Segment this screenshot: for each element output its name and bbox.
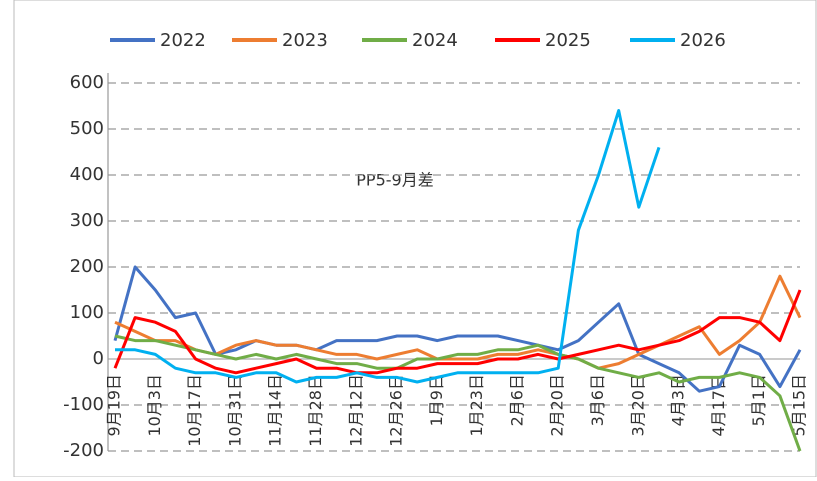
x-tick-label: 1月23日 xyxy=(467,374,486,437)
y-tick-label: 0 xyxy=(93,348,104,369)
y-tick-label: 300 xyxy=(70,210,104,231)
x-tick-label: 3月20日 xyxy=(628,374,647,437)
x-tick-label: 1月9日 xyxy=(427,374,446,426)
x-tick-label: 4月17日 xyxy=(709,374,728,437)
y-tick-label: -200 xyxy=(63,440,104,461)
x-tick-label: 9月19日 xyxy=(105,374,124,437)
series-line xyxy=(113,289,802,375)
legend-label: 2022 xyxy=(160,30,206,51)
y-tick-label: 500 xyxy=(70,118,104,139)
series-line xyxy=(115,109,661,384)
y-tick-label: 400 xyxy=(70,164,104,185)
legend-label: 2026 xyxy=(680,30,726,51)
y-tick-label: 200 xyxy=(70,256,104,277)
x-tick-label: 3月6日 xyxy=(588,374,607,426)
x-tick-label: 2月6日 xyxy=(507,374,526,426)
series-line xyxy=(114,334,802,452)
legend-label: 2024 xyxy=(412,30,458,51)
x-tick-label: 10月17日 xyxy=(185,374,204,447)
x-tick-label: 2月20日 xyxy=(548,374,567,437)
y-tick-label: 100 xyxy=(70,302,104,323)
x-tick-label: 5月15日 xyxy=(790,374,809,437)
y-tick-label: 600 xyxy=(70,72,104,93)
x-tick-label: 5月1日 xyxy=(749,374,768,426)
x-tick-label: 12月26日 xyxy=(387,374,406,447)
x-tick-label: 11月28日 xyxy=(306,374,325,447)
legend-label: 2023 xyxy=(282,30,328,51)
annotation: PP5-9月差 xyxy=(356,171,433,190)
x-tick-label: 10月3日 xyxy=(145,374,164,437)
series-line xyxy=(114,274,802,370)
x-tick-label: 11月14日 xyxy=(266,374,285,447)
x-tick-label: 4月3日 xyxy=(669,374,688,426)
y-tick-label: -100 xyxy=(63,394,104,415)
x-tick-label: 12月12日 xyxy=(346,374,365,447)
x-tick-label: 10月31日 xyxy=(225,374,244,447)
legend-label: 2025 xyxy=(545,30,591,51)
